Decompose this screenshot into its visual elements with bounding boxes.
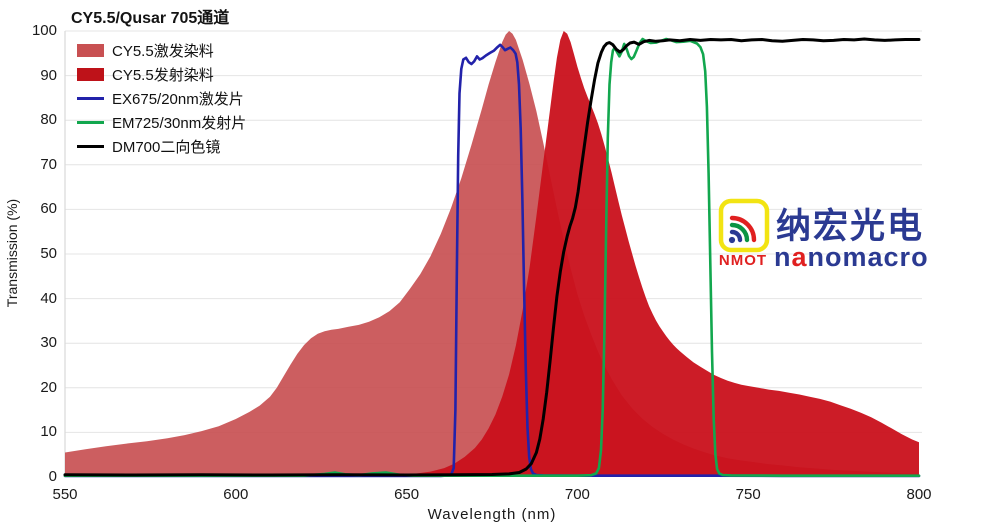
legend-line-swatch bbox=[77, 96, 104, 100]
chart-title: CY5.5/Qusar 705通道 bbox=[71, 10, 230, 27]
legend-fill-swatch bbox=[77, 67, 104, 81]
y-tick-label: 80 bbox=[40, 111, 57, 129]
logo-signal-icon bbox=[718, 198, 770, 253]
emission-dye-area bbox=[372, 31, 919, 477]
legend-item-4: EM725/30nm发射片 bbox=[77, 113, 246, 133]
y-tick-label: 70 bbox=[40, 155, 57, 173]
excitation-dye-area bbox=[65, 31, 919, 477]
x-tick-label: 550 bbox=[52, 486, 78, 503]
legend-item-5: DM700二向色镜 bbox=[77, 137, 220, 157]
logo-wordmark-part: a bbox=[791, 242, 808, 272]
y-tick-label: 60 bbox=[40, 200, 57, 218]
y-tick-label: 30 bbox=[40, 334, 57, 352]
legend-item-1: CY5.5激发染料 bbox=[77, 40, 214, 60]
logo-wordmark: nanomacro bbox=[774, 242, 929, 273]
y-tick-label: 0 bbox=[48, 468, 57, 485]
legend-label: EX675/20nm激发片 bbox=[112, 90, 244, 108]
legend-item-2: CY5.5发射染料 bbox=[77, 64, 214, 84]
y-tick-label: 90 bbox=[40, 66, 57, 84]
legend-label: CY5.5发射染料 bbox=[112, 66, 214, 84]
y-tick-label: 40 bbox=[40, 289, 57, 307]
logo: 纳宏光电 NMOT nanomacro bbox=[714, 194, 928, 278]
x-tick-label: 650 bbox=[394, 486, 420, 503]
y-tick-label: 10 bbox=[40, 423, 57, 441]
logo-nmot-text: NMOT bbox=[718, 252, 768, 269]
x-tick-label: 800 bbox=[906, 486, 932, 503]
legend-fill-swatch bbox=[77, 43, 104, 57]
y-axis-title: Transmission (%) bbox=[4, 198, 20, 308]
em-filter-line bbox=[63, 37, 921, 478]
y-tick-label: 20 bbox=[40, 378, 57, 396]
logo-cn-text: 纳宏光电 bbox=[776, 207, 925, 246]
logo-wordmark-part: nomacro bbox=[807, 242, 929, 272]
legend-item-3: EX675/20nm激发片 bbox=[77, 88, 244, 108]
logo-wordmark-part: n bbox=[774, 242, 792, 272]
x-tick-label: 600 bbox=[223, 486, 249, 503]
legend-line-swatch bbox=[77, 121, 104, 125]
legend-label: EM725/30nm发射片 bbox=[112, 115, 247, 133]
x-tick-label: 700 bbox=[564, 486, 590, 503]
x-tick-label: 750 bbox=[735, 486, 761, 503]
dichroic-line bbox=[63, 37, 921, 477]
ex-filter-line bbox=[63, 43, 921, 478]
legend-label: DM700二向色镜 bbox=[112, 139, 221, 157]
x-axis-title: Wavelength (nm) bbox=[427, 506, 557, 523]
y-tick-label: 100 bbox=[31, 22, 57, 39]
legend-label: CY5.5激发染料 bbox=[112, 42, 214, 60]
legend-line-swatch bbox=[77, 145, 104, 149]
y-tick-label: 50 bbox=[40, 245, 57, 262]
